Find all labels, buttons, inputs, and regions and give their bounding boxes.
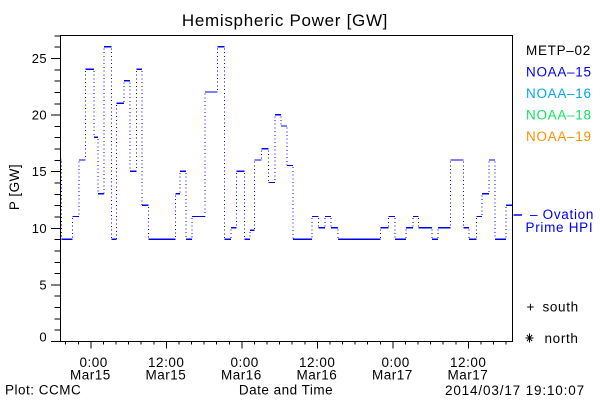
svg-text:0:00: 0:00 xyxy=(381,355,409,370)
svg-text:10: 10 xyxy=(32,221,47,236)
svg-text:Date and Time: Date and Time xyxy=(239,383,333,398)
svg-text:12:00: 12:00 xyxy=(450,355,486,370)
svg-text:15: 15 xyxy=(32,164,47,179)
svg-text:2014/03/17 19:10:07: 2014/03/17 19:10:07 xyxy=(445,383,585,398)
svg-text:NOAA–19: NOAA–19 xyxy=(526,129,592,144)
svg-text:– Ovation: – Ovation xyxy=(530,207,594,222)
svg-text:NOAA–16: NOAA–16 xyxy=(526,86,592,101)
svg-text:25: 25 xyxy=(32,51,47,66)
svg-text:12:00: 12:00 xyxy=(299,355,335,370)
svg-text:north: north xyxy=(545,331,579,346)
svg-text:Mar15: Mar15 xyxy=(70,367,111,382)
svg-text:Hemispheric Power [GW]: Hemispheric Power [GW] xyxy=(182,11,388,30)
svg-text:Plot: CCMC: Plot: CCMC xyxy=(5,383,81,398)
svg-text:Mar16: Mar16 xyxy=(297,367,338,382)
svg-text:Prime HPI: Prime HPI xyxy=(526,220,594,235)
svg-text:Mar17: Mar17 xyxy=(448,367,489,382)
svg-text:+: + xyxy=(527,300,535,315)
svg-text:12:00: 12:00 xyxy=(148,355,184,370)
svg-text:south: south xyxy=(543,300,579,315)
svg-text:0:00: 0:00 xyxy=(79,355,107,370)
svg-text:0:00: 0:00 xyxy=(230,355,258,370)
svg-text:5: 5 xyxy=(39,277,47,292)
svg-text:0: 0 xyxy=(39,330,47,345)
svg-text:Mar15: Mar15 xyxy=(146,367,187,382)
svg-text:Mar16: Mar16 xyxy=(221,367,262,382)
svg-text:20: 20 xyxy=(32,108,47,123)
svg-text:NOAA–15: NOAA–15 xyxy=(526,65,592,80)
svg-text:METP–02: METP–02 xyxy=(526,43,591,58)
svg-text:NOAA–18: NOAA–18 xyxy=(526,108,592,123)
svg-text:Mar17: Mar17 xyxy=(372,367,413,382)
svg-text:P [GW]: P [GW] xyxy=(7,164,22,210)
